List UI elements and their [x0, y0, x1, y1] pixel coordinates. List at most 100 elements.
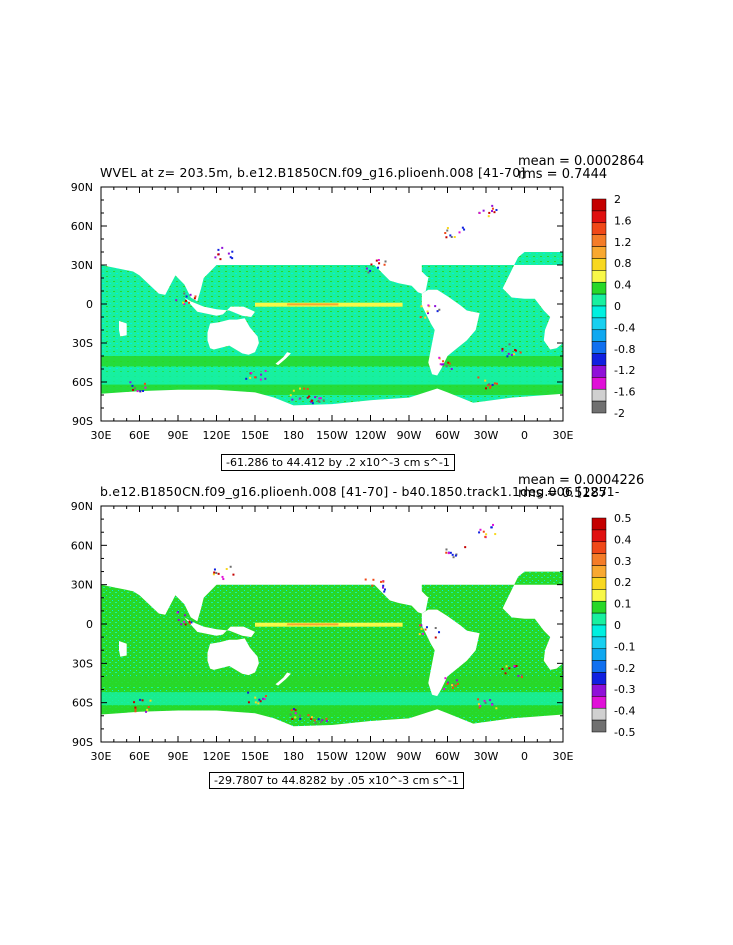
coastal-speckle: [434, 305, 437, 308]
coastal-speckle: [372, 578, 375, 581]
coastal-speckle: [378, 262, 381, 265]
colorbar-cell: [591, 624, 607, 638]
coastal-speckle: [214, 256, 217, 259]
coastal-speckle: [478, 706, 481, 709]
coastal-speckle: [221, 246, 224, 249]
coastal-speckle: [177, 618, 180, 621]
x-tick-label: 180: [283, 429, 304, 442]
land-polygon: [421, 289, 480, 376]
coastal-speckle: [129, 381, 132, 384]
colorbar-cell: [591, 353, 607, 366]
coastal-speckle: [318, 397, 321, 400]
colorbar-label: -0.2: [614, 662, 635, 675]
coastal-speckle: [451, 686, 454, 689]
coastal-speckle: [495, 382, 498, 385]
land-polygon: [184, 297, 255, 317]
coastal-speckle: [492, 523, 495, 526]
coastal-speckle: [489, 386, 492, 389]
coastal-speckle: [325, 720, 328, 723]
band-fill: [101, 356, 563, 367]
coastal-speckle: [495, 707, 498, 710]
x-tick-label: 90E: [168, 750, 189, 763]
x-tick-label: 150E: [241, 429, 269, 442]
coastal-speckle: [504, 672, 507, 675]
coastal-speckle: [380, 580, 383, 583]
land-polygon: [306, 529, 454, 614]
colorbar-label: 0.3: [614, 555, 632, 568]
coastal-speckle: [479, 704, 482, 707]
land-mask: [101, 506, 563, 742]
band-fill: [101, 384, 563, 395]
colorbar-label: 0.5: [614, 512, 632, 525]
x-tick-label: 0: [521, 750, 528, 763]
coastal-speckle: [490, 210, 493, 213]
coastal-speckle: [513, 353, 516, 356]
panel2-range-label: -29.7807 to 44.8282 by .05 x10^-3 cm s^-…: [214, 774, 459, 787]
y-tick-label: 60N: [71, 539, 93, 552]
coastal-speckle: [319, 721, 322, 724]
coastal-speckle: [132, 388, 135, 391]
coastal-speckle: [427, 304, 430, 307]
coastal-speckle: [253, 376, 256, 379]
coastal-speckle: [367, 271, 370, 274]
coastal-speckle: [384, 260, 387, 263]
x-tick-label: 90W: [397, 429, 422, 442]
coastal-speckle: [493, 211, 496, 214]
coastal-speckle: [133, 387, 136, 390]
band-fill: [101, 676, 563, 687]
coastal-speckle: [445, 236, 448, 239]
coastal-speckle: [508, 667, 511, 670]
coastal-speckle: [420, 624, 423, 627]
y-tick-label: 60S: [72, 697, 93, 710]
y-tick-label: 30S: [72, 657, 93, 670]
coastal-speckle: [254, 701, 257, 704]
equatorial-core: [287, 303, 339, 306]
coastal-speckle: [289, 713, 292, 716]
colorbar-cell: [591, 589, 607, 602]
coastal-speckle: [420, 305, 423, 308]
colorbar-cell: [591, 222, 607, 235]
coastal-speckle: [369, 269, 372, 272]
coastal-speckle: [377, 259, 380, 262]
coastal-speckle: [257, 702, 260, 705]
coastal-speckle: [364, 578, 367, 581]
coastal-speckle: [485, 533, 488, 536]
land-polygon: [437, 194, 499, 226]
coastal-speckle: [245, 377, 248, 380]
coastal-speckle: [482, 530, 485, 533]
coastal-speckle: [299, 717, 302, 720]
x-tick-label: 30E: [553, 750, 574, 763]
coastal-speckle: [445, 548, 448, 551]
coastal-speckle: [506, 355, 509, 358]
coastal-speckle: [144, 386, 147, 389]
colorbar-label: -0.4: [614, 321, 635, 334]
coastal-speckle: [314, 396, 317, 399]
coastal-speckle: [291, 398, 294, 401]
coastal-speckle: [370, 263, 373, 266]
coastal-speckle: [231, 257, 234, 260]
coastal-speckle: [318, 400, 321, 403]
x-tick-label: 120W: [355, 429, 387, 442]
land-polygon: [437, 513, 499, 546]
coastal-speckle: [484, 701, 487, 704]
land-polygon: [275, 352, 291, 366]
coastal-speckle: [487, 215, 490, 218]
y-tick-label: 90S: [72, 736, 93, 749]
colorbar-cell: [591, 529, 607, 543]
coastal-speckle: [294, 712, 297, 715]
colorbar-cell: [591, 388, 607, 402]
coastal-speckle: [189, 293, 192, 296]
coastal-speckle: [215, 571, 218, 574]
panel1-range-box: -61.286 to 44.412 by .2 x10^-3 cm s^-1: [221, 454, 455, 471]
panel1-title: WVEL at z= 203.5m, b.e12.B1850CN.f09_g16…: [100, 165, 526, 180]
coastal-speckle: [375, 259, 378, 262]
coastal-speckle: [182, 301, 185, 304]
panel1-colorbar: 2 1.6 1.2 0.8 0.4 0 -0.4 -0.8 -1.2 -1.6 -2: [591, 193, 635, 420]
x-tick-label: 30W: [474, 750, 499, 763]
coastal-speckle: [445, 365, 448, 368]
x-tick-label: 180: [283, 750, 304, 763]
coastal-speckle: [443, 688, 446, 691]
coastal-speckle: [262, 697, 265, 700]
coastal-speckle: [303, 387, 306, 390]
coastal-speckle: [259, 700, 262, 703]
